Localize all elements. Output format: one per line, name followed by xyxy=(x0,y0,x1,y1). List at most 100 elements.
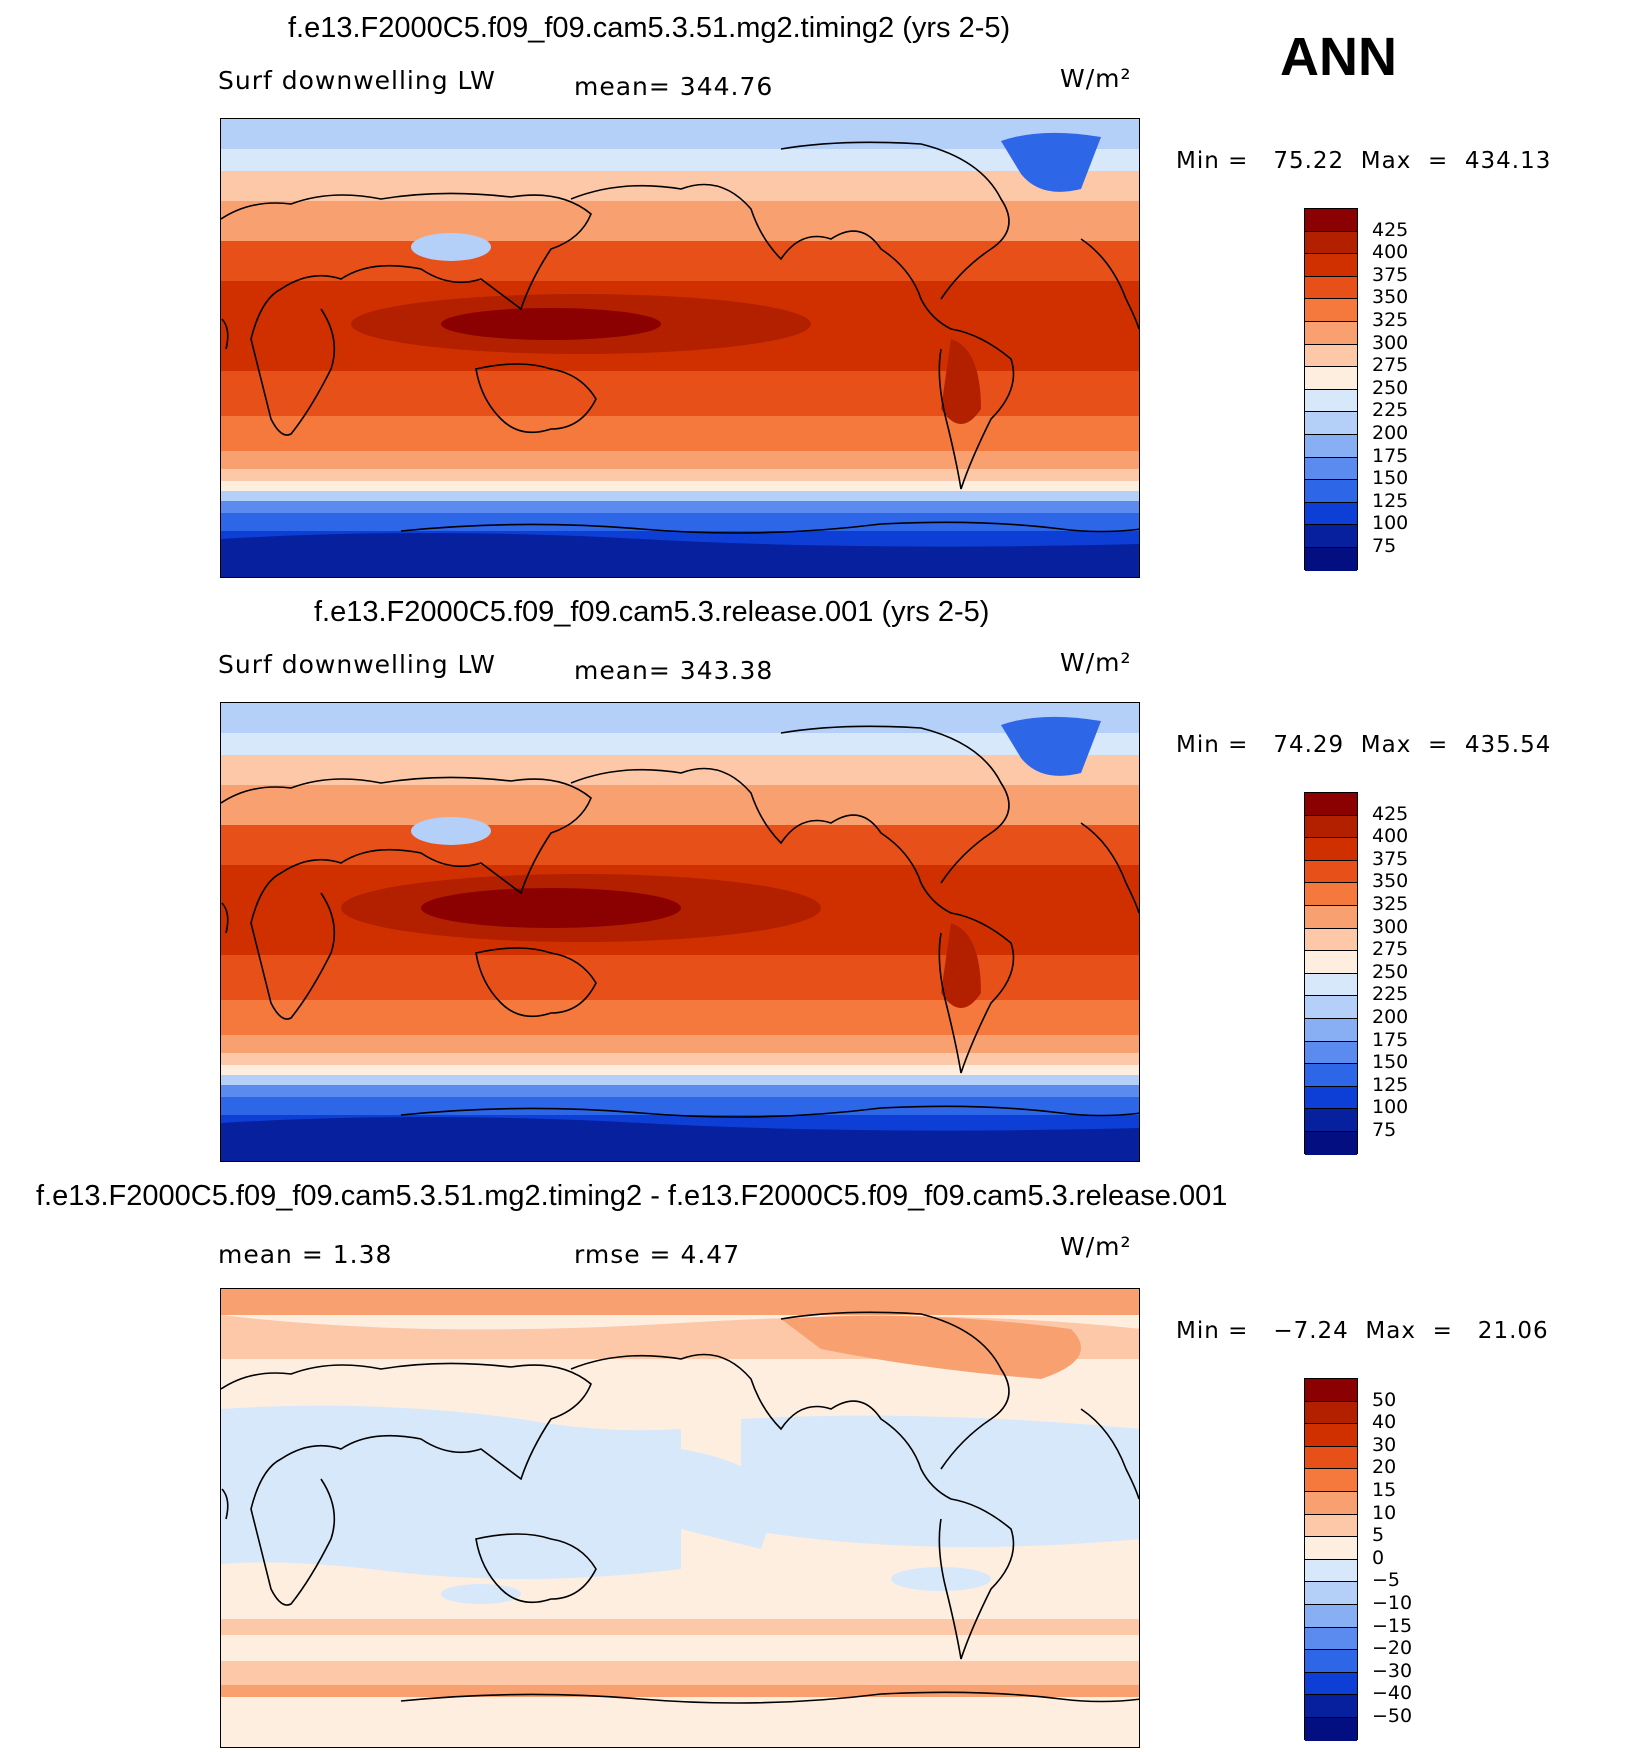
colorbar-tick-label: 75 xyxy=(1372,535,1397,557)
panel-1-units-label: W/m² xyxy=(1060,64,1132,93)
panel-1-minmax: Min = 75.22 Max = 434.13 xyxy=(1176,148,1552,174)
panel-3-colorbar-bin xyxy=(1305,1379,1357,1402)
colorbar-tick-label: 125 xyxy=(1372,490,1409,512)
panel-3-colorbar-bin xyxy=(1305,1469,1357,1492)
colorbar-tick-label: 375 xyxy=(1372,848,1409,870)
colorbar-tick-label: 175 xyxy=(1372,1029,1409,1051)
colorbar-tick-label: 150 xyxy=(1372,1051,1409,1073)
colorbar-tick-label: −40 xyxy=(1372,1682,1413,1704)
panel-3-colorbar-bin xyxy=(1305,1559,1357,1583)
panel-2-colorbar-bin xyxy=(1305,815,1357,839)
panel-2-colorbar-bin xyxy=(1305,905,1357,929)
colorbar-tick-label: 350 xyxy=(1372,870,1409,892)
panel-3-units-label: W/m² xyxy=(1060,1232,1132,1261)
panel-3-colorbar-bin xyxy=(1305,1672,1357,1696)
colorbar-tick-label: 15 xyxy=(1372,1479,1397,1501)
panel-3-minmax: Min = −7.24 Max = 21.06 xyxy=(1176,1318,1549,1344)
panel-3-colorbar-bin xyxy=(1305,1491,1357,1515)
panel-3-colorbar-bin xyxy=(1305,1627,1357,1651)
colorbar-tick-label: 200 xyxy=(1372,422,1409,444)
colorbar-tick-label: 275 xyxy=(1372,938,1409,960)
colorbar-tick-label: −10 xyxy=(1372,1592,1413,1614)
panel-2-variable-label: Surf downwelling LW xyxy=(218,650,496,679)
panel-3-colorbar-bin xyxy=(1305,1695,1357,1718)
panel-3-colorbar-bin xyxy=(1305,1582,1357,1605)
panel-2-colorbar-bin xyxy=(1305,928,1357,952)
panel-2-colorbar-bin xyxy=(1305,883,1357,906)
panel-2-colorbar-bin xyxy=(1305,1109,1357,1132)
panel-1-map-field xyxy=(221,119,1139,577)
colorbar-tick-label: 125 xyxy=(1372,1074,1409,1096)
colorbar-tick-label: −50 xyxy=(1372,1705,1413,1727)
colorbar-tick-label: 100 xyxy=(1372,512,1409,534)
panel-2-colorbar-bin xyxy=(1305,951,1357,974)
colorbar-tick-label: 20 xyxy=(1372,1456,1397,1478)
panel-3-rmse-label: rmse = 4.47 xyxy=(574,1240,741,1269)
panel-1-colorbar-bin xyxy=(1305,231,1357,255)
panel-3-map-field xyxy=(221,1289,1139,1747)
colorbar-tick-label: 50 xyxy=(1372,1389,1397,1411)
panel-3-colorbar xyxy=(1304,1378,1358,1741)
colorbar-tick-label: 300 xyxy=(1372,916,1409,938)
panel-1-colorbar-bin xyxy=(1305,254,1357,277)
colorbar-tick-label: 225 xyxy=(1372,983,1409,1005)
panel-2-colorbar-bin xyxy=(1305,996,1357,1019)
panel-2-colorbar-bin xyxy=(1305,973,1357,997)
panel-1-colorbar-bin xyxy=(1305,525,1357,548)
panel-3-map xyxy=(220,1288,1140,1748)
panel-3-colorbar-bin xyxy=(1305,1717,1357,1741)
panel-2-colorbar-bin xyxy=(1305,1131,1357,1155)
panel-1-colorbar-bin xyxy=(1305,412,1357,435)
panel-1-colorbar-bin xyxy=(1305,457,1357,481)
panel-1-colorbar-bin xyxy=(1305,547,1357,571)
colorbar-tick-label: 425 xyxy=(1372,219,1409,241)
colorbar-tick-label: 150 xyxy=(1372,467,1409,489)
panel-2-colorbar-bin xyxy=(1305,838,1357,861)
panel-2-colorbar-bin xyxy=(1305,793,1357,816)
season-label: ANN xyxy=(1280,27,1397,87)
panel-1-colorbar-bin xyxy=(1305,209,1357,232)
colorbar-tick-label: 325 xyxy=(1372,309,1409,331)
panel-2-colorbar xyxy=(1304,792,1358,1155)
colorbar-tick-label: −30 xyxy=(1372,1660,1413,1682)
colorbar-tick-label: −20 xyxy=(1372,1637,1413,1659)
colorbar-tick-label: 10 xyxy=(1372,1502,1397,1524)
panel-1-colorbar-bin xyxy=(1305,299,1357,322)
colorbar-tick-label: 40 xyxy=(1372,1411,1397,1433)
panel-1-colorbar-bin xyxy=(1305,344,1357,368)
colorbar-tick-label: 425 xyxy=(1372,803,1409,825)
panel-2-mean-label: mean= 343.38 xyxy=(574,656,774,685)
colorbar-tick-label: 200 xyxy=(1372,1006,1409,1028)
panel-3-colorbar-bin xyxy=(1305,1401,1357,1425)
panel-1-variable-label: Surf downwelling LW xyxy=(218,66,496,95)
panel-3-title: f.e13.F2000C5.f09_f09.cam5.3.51.mg2.timi… xyxy=(36,1180,1228,1212)
panel-1-colorbar-bin xyxy=(1305,321,1357,345)
colorbar-tick-label: −5 xyxy=(1372,1569,1401,1591)
panel-3-colorbar-bin xyxy=(1305,1650,1357,1673)
panel-2-minmax: Min = 74.29 Max = 435.54 xyxy=(1176,732,1552,758)
panel-3-colorbar-bin xyxy=(1305,1446,1357,1470)
colorbar-tick-label: 400 xyxy=(1372,825,1409,847)
colorbar-tick-label: −15 xyxy=(1372,1615,1413,1637)
panel-1-colorbar-bin xyxy=(1305,434,1357,458)
colorbar-tick-label: 0 xyxy=(1372,1547,1385,1569)
panel-2-title: f.e13.F2000C5.f09_f09.cam5.3.release.001… xyxy=(314,596,990,628)
panel-2-colorbar-bin xyxy=(1305,1018,1357,1042)
panel-1-colorbar-bin xyxy=(1305,502,1357,526)
panel-3-colorbar-bin xyxy=(1305,1604,1357,1628)
panel-1-colorbar-bin xyxy=(1305,367,1357,390)
panel-2-colorbar-bin xyxy=(1305,1064,1357,1087)
colorbar-tick-label: 400 xyxy=(1372,241,1409,263)
colorbar-tick-label: 30 xyxy=(1372,1434,1397,1456)
panel-2-map xyxy=(220,702,1140,1162)
panel-3-mean-label: mean = 1.38 xyxy=(218,1240,393,1269)
panel-2-units-label: W/m² xyxy=(1060,648,1132,677)
colorbar-tick-label: 300 xyxy=(1372,332,1409,354)
colorbar-tick-label: 275 xyxy=(1372,354,1409,376)
colorbar-tick-label: 350 xyxy=(1372,286,1409,308)
colorbar-tick-label: 250 xyxy=(1372,377,1409,399)
panel-1-map xyxy=(220,118,1140,578)
panel-2-colorbar-bin xyxy=(1305,1086,1357,1110)
colorbar-tick-label: 5 xyxy=(1372,1524,1385,1546)
panel-1-colorbar-bin xyxy=(1305,276,1357,300)
